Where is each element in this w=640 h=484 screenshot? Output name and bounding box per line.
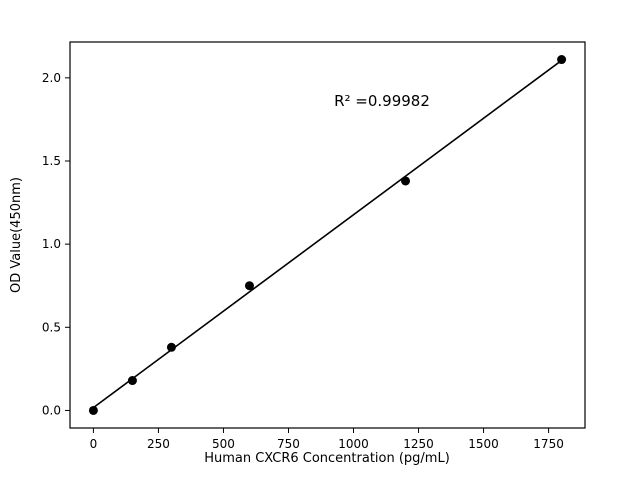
fit-line: [92, 59, 563, 409]
x-tick-label: 1250: [403, 437, 434, 451]
plot-border: [69, 41, 586, 429]
data-point: [166, 342, 176, 352]
x-tick-label: 1500: [468, 437, 499, 451]
data-point: [244, 281, 254, 291]
x-tick-label: 250: [147, 437, 170, 451]
data-point: [557, 55, 567, 65]
y-tick-label: 2.0: [42, 71, 61, 85]
data-point: [88, 405, 98, 415]
x-tick-label: 0: [90, 437, 98, 451]
y-axis-label: OD Value(450nm): [9, 177, 24, 293]
data-point: [127, 376, 137, 386]
x-tick-label: 750: [277, 437, 300, 451]
y-tick-label: 0.5: [42, 320, 61, 334]
r-squared-annotation: R² =0.99982: [334, 92, 430, 110]
x-tick-label: 500: [212, 437, 235, 451]
y-tick-label: 1.0: [42, 237, 61, 251]
x-tick-label: 1000: [338, 437, 369, 451]
y-tick-label: 0.0: [42, 403, 61, 417]
x-tick-label: 1750: [533, 437, 564, 451]
data-point: [401, 176, 411, 186]
x-axis-label: Human CXCR6 Concentration (pg/mL): [204, 451, 450, 466]
y-tick-label: 1.5: [42, 154, 61, 168]
